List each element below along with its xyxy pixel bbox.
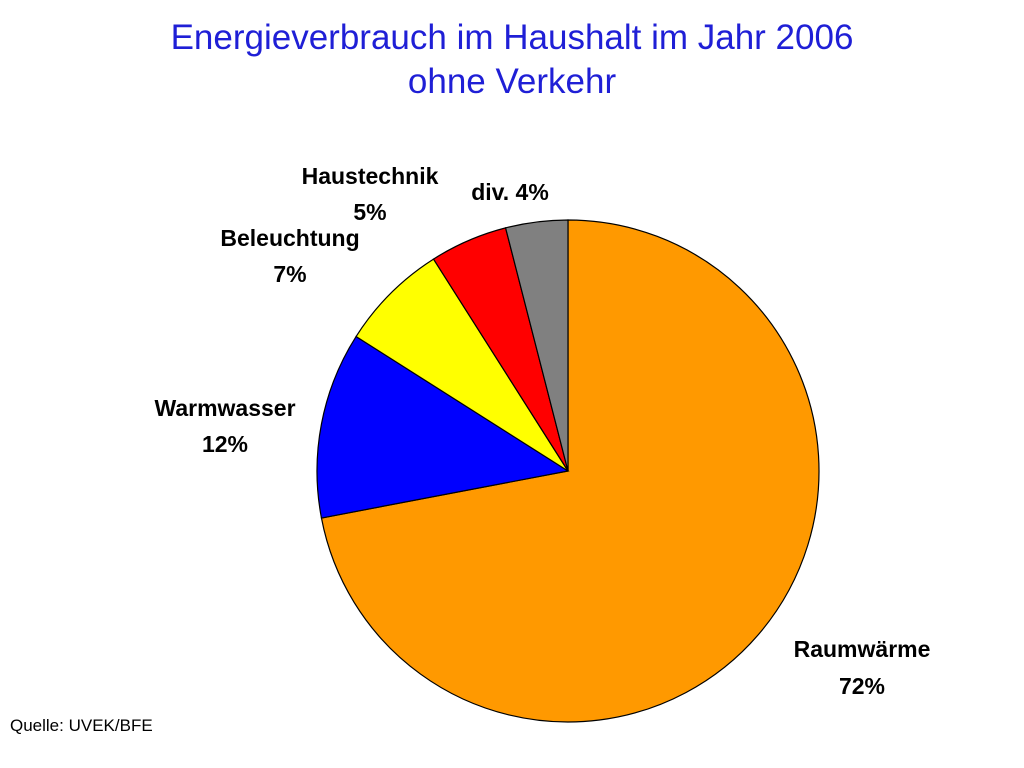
slice-label-name-3: Haustechnik xyxy=(302,163,439,189)
slice-label-value-0: 72% xyxy=(839,673,885,699)
pie-slice-warmwasser xyxy=(316,335,570,519)
pie-slice-beleuchtung xyxy=(355,258,569,472)
slice-label-name-2: Beleuchtung xyxy=(220,225,359,251)
slice-label-value-2: 7% xyxy=(273,261,306,287)
slice-label-name-1: Warmwasser xyxy=(154,395,295,421)
slice-label-name-0: Raumwärme xyxy=(794,636,931,662)
slice-label-value-1: 12% xyxy=(202,431,248,457)
chart-title-line1: Energieverbrauch im Haushalt im Jahr 200… xyxy=(170,18,854,57)
pie-slice-raumwärme xyxy=(320,219,820,723)
pie-slice-div xyxy=(504,219,569,472)
slice-label-value-3: 5% xyxy=(353,199,386,225)
source-note: Quelle: UVEK/BFE xyxy=(10,716,153,735)
chart-title-line2: ohne Verkehr xyxy=(407,62,617,101)
pie-labels: Raumwärme 72% Warmwasser 12% Beleuchtung 7% Ha… xyxy=(154,163,930,699)
slice-label-div: div. 4% xyxy=(471,179,549,205)
pie-slices xyxy=(316,219,820,723)
chart-title: Energieverbrauch im Haushalt im Jahr 200… xyxy=(0,16,1024,104)
